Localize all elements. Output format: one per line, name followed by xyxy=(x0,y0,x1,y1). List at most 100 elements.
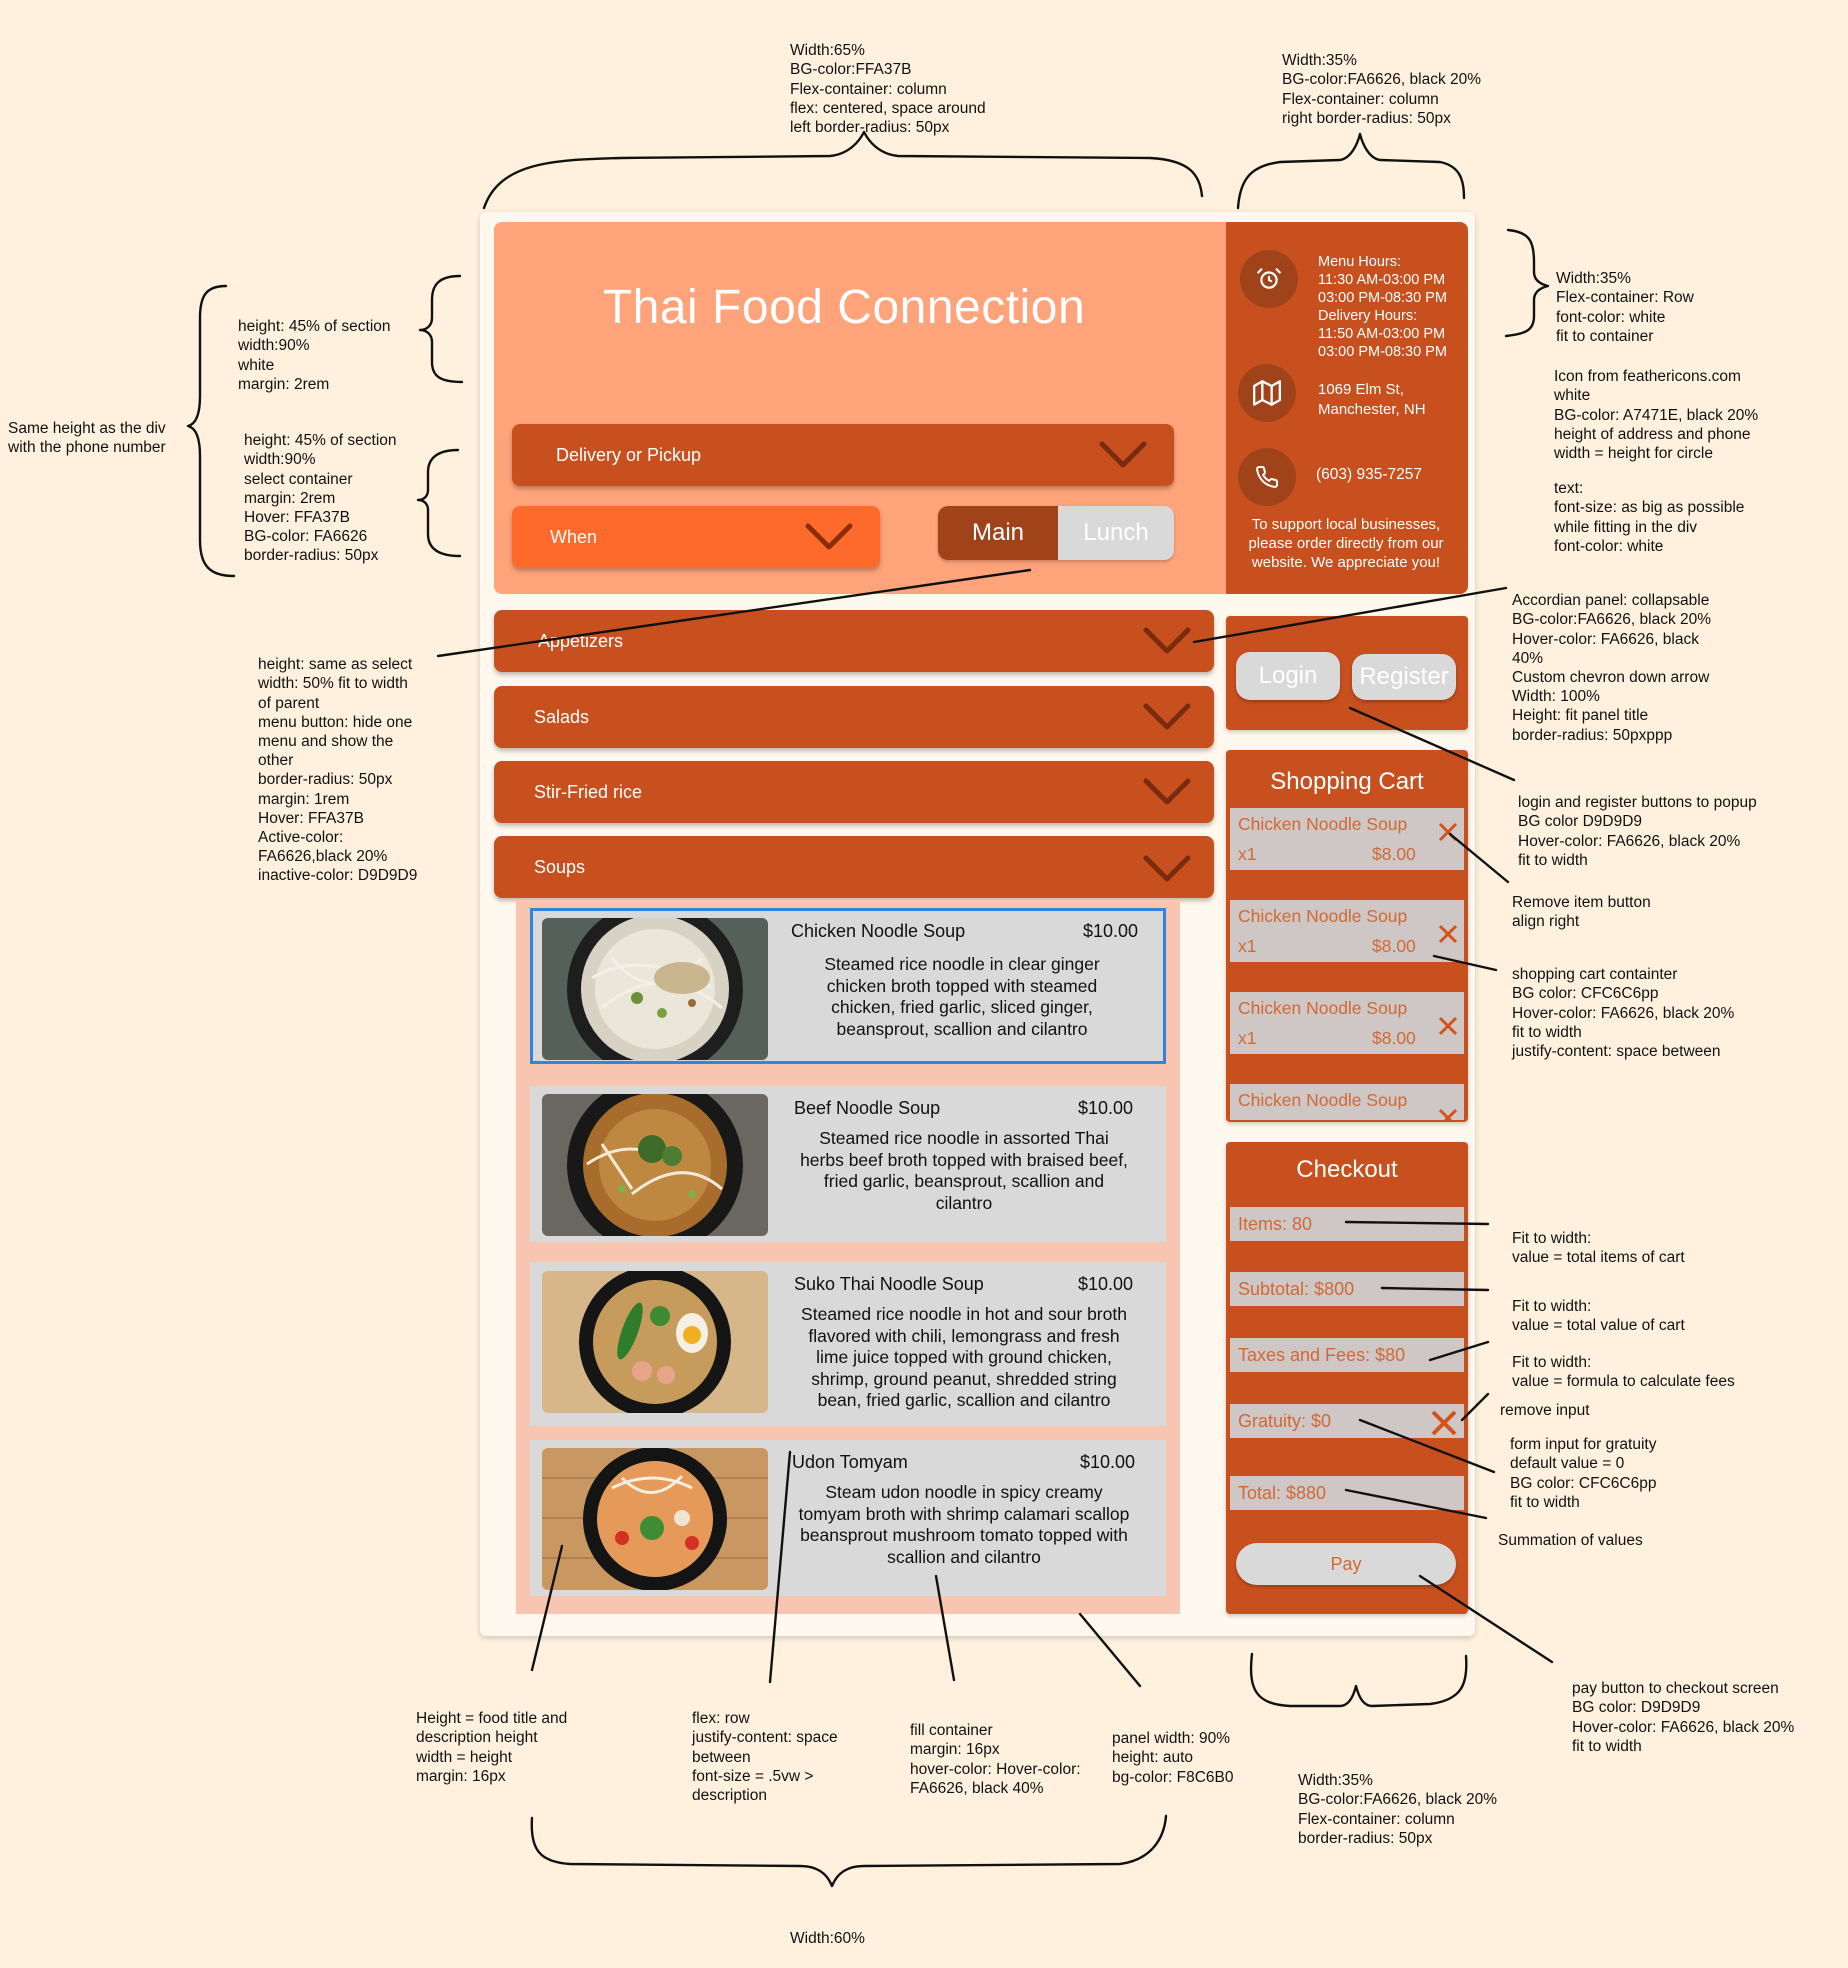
chevron-down-icon xyxy=(1143,855,1191,882)
phone-icon-circle xyxy=(1238,448,1296,506)
remove-input-icon[interactable] xyxy=(1430,1409,1458,1437)
register-button[interactable]: Register xyxy=(1352,654,1456,700)
phone-icon xyxy=(1256,466,1279,488)
address-line: Manchester, NH xyxy=(1318,401,1426,418)
desc-line: chicken broth topped with steamed xyxy=(826,975,1098,996)
accordion-stir-fried-rice[interactable]: Stir-Fried rice xyxy=(494,761,1214,823)
desc-line: flavored with chili, lemongrass and fres… xyxy=(808,1325,1120,1346)
food-description: Steam udon noodle in spicy creamy tomyam… xyxy=(772,1482,1156,1568)
desc-line: herbs beef broth topped with braised bee… xyxy=(800,1149,1128,1170)
chevron-down-icon xyxy=(1143,703,1191,730)
lunch-menu-button[interactable]: Lunch xyxy=(1058,506,1174,560)
delivery-select-label: Delivery or Pickup xyxy=(556,444,702,465)
remove-item-icon[interactable] xyxy=(1438,1016,1458,1036)
food-image xyxy=(542,1271,768,1413)
note-select-size: height: 45% of section width:90% select co… xyxy=(244,432,397,565)
chevron-down-icon xyxy=(805,523,853,550)
phone-text: (603) 935-7257 xyxy=(1316,466,1422,483)
cart-item-qty: x1 xyxy=(1238,844,1257,864)
support-line: please order directly from our xyxy=(1248,535,1444,552)
note-text: text: font-size: as big as possible while … xyxy=(1554,480,1745,555)
map-icon xyxy=(1253,380,1281,406)
desc-line: Steam udon noodle in spicy creamy xyxy=(825,1482,1103,1502)
address-line: 1069 Elm St, xyxy=(1318,381,1404,398)
note-fit-subtotal: Fit to width: value = total value of cart xyxy=(1512,1298,1685,1335)
remove-item-icon[interactable] xyxy=(1438,1108,1458,1120)
support-line: To support local businesses, xyxy=(1251,516,1441,533)
delivery-hours-line: 11:50 AM-03:00 PM xyxy=(1318,326,1446,342)
cart-item-qty: x1 xyxy=(1238,936,1257,956)
food-title: Chicken Noodle Soup xyxy=(791,921,966,941)
note-title-size: height: 45% of section width:90% white marg… xyxy=(238,318,391,393)
menu-hours-line: 03:00 PM-08:30 PM xyxy=(1318,290,1447,306)
desc-line: Steamed rice noodle in clear ginger xyxy=(824,954,1100,974)
chevron-down-icon xyxy=(1143,627,1191,654)
note-remove-input: remove input xyxy=(1500,1402,1590,1420)
accordion-appetizers[interactable]: Appetizers xyxy=(494,610,1214,672)
menu-item-card[interactable]: Udon Tomyam $10.00 Steam udon noodle in … xyxy=(530,1440,1166,1596)
hours-text: Menu Hours: 11:30 AM-03:00 PM 03:00 PM-0… xyxy=(1318,253,1447,361)
menu-item-card[interactable]: Chicken Noodle Soup $10.00 Steamed rice … xyxy=(530,908,1166,1064)
cart-item[interactable]: Chicken Noodle Soup x1 $8.00 xyxy=(1230,992,1464,1054)
brace-bottom-right xyxy=(1249,1652,1468,1708)
cart-item[interactable]: Chicken Noodle Soup x1 $8.00 xyxy=(1230,808,1464,870)
cart-item-price: $8.00 xyxy=(1372,844,1416,864)
desc-line: beansprout mushroom tomato topped with xyxy=(800,1525,1128,1545)
menu-item-card[interactable]: Beef Noodle Soup $10.00 Steamed rice noo… xyxy=(530,1086,1166,1242)
brace-left xyxy=(186,284,236,578)
accordion-salads[interactable]: Salads xyxy=(494,686,1214,748)
support-message: To support local businesses, please orde… xyxy=(1232,515,1460,572)
login-button[interactable]: Login xyxy=(1236,652,1340,700)
cart-item-price: $8.00 xyxy=(1372,1028,1416,1048)
chevron-down-icon xyxy=(1143,778,1191,805)
cart-item[interactable]: Chicken Noodle Soup xyxy=(1230,1084,1464,1120)
chevron-down-icon xyxy=(1099,441,1147,468)
when-select[interactable]: When xyxy=(512,506,880,568)
note-bottom-right: Width:35% BG-color:FA6626, black 20% Flex-… xyxy=(1298,1772,1498,1847)
delivery-hours-label: Delivery Hours: xyxy=(1318,308,1418,324)
food-price: $10.00 xyxy=(1080,1452,1136,1472)
note-bottom-width: Width:60% xyxy=(790,1930,865,1948)
food-image xyxy=(542,1094,768,1236)
pay-button[interactable]: Pay xyxy=(1236,1543,1456,1585)
remove-item-icon[interactable] xyxy=(1438,924,1458,944)
food-image xyxy=(542,918,768,1060)
brace-info-row xyxy=(1504,228,1550,338)
gratuity-input[interactable]: Gratuity: $0 xyxy=(1230,1404,1464,1438)
desc-line: Steamed rice noodle in hot and sour brot… xyxy=(801,1304,1127,1324)
note-panel: panel width: 90% height: auto bg-color: F8… xyxy=(1112,1730,1234,1786)
address-text: 1069 Elm St, Manchester, NH xyxy=(1318,380,1426,420)
note-login: login and register buttons to popup BG co… xyxy=(1518,794,1757,869)
note-toggle: height: same as select width: 50% fit to … xyxy=(258,656,418,885)
checkout-title: Checkout xyxy=(1296,1156,1398,1183)
food-title: Udon Tomyam xyxy=(792,1452,908,1472)
when-select-label: When xyxy=(550,526,598,547)
desc-line: lime juice topped with ground chicken, xyxy=(816,1347,1112,1367)
accordion-soups[interactable]: Soups xyxy=(494,836,1214,898)
note-remove-item: Remove item button align right xyxy=(1512,894,1651,931)
menu-item-card[interactable]: Suko Thai Noodle Soup $10.00 Steamed ric… xyxy=(530,1262,1166,1426)
note-flex-row: flex: row justify-content: space between fo… xyxy=(692,1710,838,1805)
remove-item-icon[interactable] xyxy=(1438,822,1458,842)
cart-item-name: Chicken Noodle Soup xyxy=(1238,906,1408,926)
main-menu-button[interactable]: Main xyxy=(938,506,1058,560)
food-description: Steamed rice noodle in hot and sour brot… xyxy=(776,1304,1152,1412)
menu-hours-label: Menu Hours: xyxy=(1318,254,1402,270)
items-total-field: Items: 80 xyxy=(1230,1207,1464,1241)
note-fit-taxes: Fit to width: value = formula to calculat… xyxy=(1512,1354,1735,1391)
food-price: $10.00 xyxy=(1078,1274,1134,1294)
accordion-label: Soups xyxy=(534,856,586,877)
desc-line: chicken, fried garlic, sliced ginger, xyxy=(831,997,1093,1017)
cart-item-name: Chicken Noodle Soup xyxy=(1238,1090,1408,1110)
food-price: $10.00 xyxy=(1078,1098,1134,1118)
note-pay: pay button to checkout screen BG color: D… xyxy=(1572,1680,1795,1755)
delivery-select[interactable]: Delivery or Pickup xyxy=(512,424,1174,486)
cart-item[interactable]: Chicken Noodle Soup x1 $8.00 xyxy=(1230,900,1464,962)
alarm-clock-icon xyxy=(1257,268,1281,289)
note-summation: Summation of values xyxy=(1498,1532,1643,1550)
desc-line: scallion and cilantro xyxy=(887,1546,1041,1567)
note-info-row: Width:35% Flex-container: Row font-color: … xyxy=(1556,270,1694,345)
brace-title xyxy=(418,274,464,384)
desc-line: Steamed rice noodle in assorted Thai xyxy=(819,1128,1109,1148)
support-line: website. We appreciate you! xyxy=(1251,554,1441,571)
